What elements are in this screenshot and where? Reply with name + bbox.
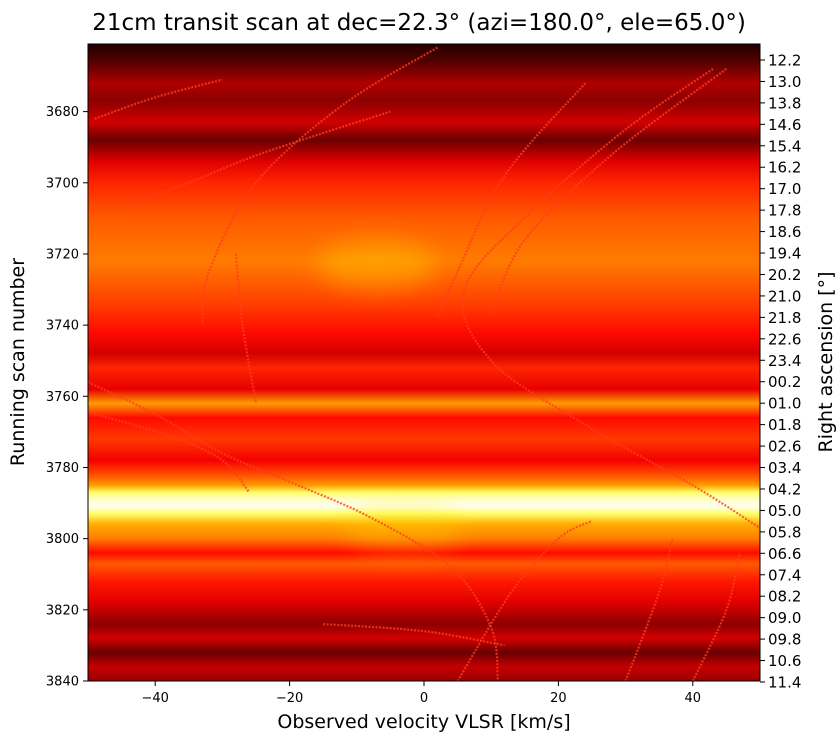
y-tick-label: 3840 — [46, 675, 79, 690]
ra-tick-label: 13.8 — [768, 94, 801, 112]
x-axis-label: Observed velocity VLSR [km/s] — [277, 711, 570, 733]
ra-tick-label: 17.0 — [768, 180, 801, 198]
arc-trace-2 — [201, 46, 438, 326]
arc-trace-5 — [490, 68, 728, 315]
ra-tick-label: 14.6 — [768, 116, 801, 134]
ra-tick-label: 01.8 — [768, 416, 801, 434]
ra-tick-label: 16.2 — [768, 159, 801, 177]
y-tick-label: 3780 — [46, 461, 79, 476]
ra-tick-label: 04.2 — [768, 480, 801, 498]
heatmap-area — [88, 44, 760, 681]
arc-trace-9 — [624, 538, 674, 681]
y-tick-label: 3740 — [46, 319, 79, 334]
x-tick-label: 0 — [420, 691, 428, 706]
hotspot-0 — [316, 239, 437, 290]
ra-tick-label: 05.8 — [768, 523, 801, 541]
heatmap-background — [88, 44, 760, 681]
ra-tick-label: 20.2 — [768, 266, 801, 284]
arc-trace-10 — [691, 552, 741, 681]
x-axis-ticks: −40 −20 0 20 40 — [141, 681, 701, 706]
ra-tick-label: 01.0 — [768, 395, 801, 413]
chart-title: 21cm transit scan at dec=22.3° (azi=180.… — [92, 10, 746, 36]
ra-tick-label: 23.4 — [768, 352, 801, 370]
ra-tick-label: 21.8 — [768, 309, 801, 327]
arc-trace-12 — [323, 623, 505, 647]
y-tick-label: 3680 — [46, 105, 79, 120]
arc-trace-3 — [436, 82, 587, 319]
ra-tick-label: 10.6 — [768, 652, 801, 670]
arc-trace-1 — [127, 110, 391, 206]
ra-tick-label: 18.6 — [768, 223, 801, 241]
x-tick-label: −40 — [141, 691, 168, 706]
y-tick-label: 3720 — [46, 247, 79, 262]
hotspot-1 — [343, 502, 464, 553]
arc-trace-0 — [94, 78, 223, 120]
x-tick-label: 40 — [685, 691, 702, 706]
ra-tick-label: 03.4 — [768, 459, 801, 477]
ra-tick-label: 07.4 — [768, 566, 801, 584]
arc-trace-7 — [94, 413, 251, 494]
ra-tick-label: 12.2 — [768, 52, 801, 70]
ra-tick-label: 09.0 — [768, 609, 801, 627]
ra-tick-label: 21.0 — [768, 287, 801, 305]
ra-tick-label: 00.2 — [768, 373, 801, 391]
ra-axis-label: Right ascension [°] — [815, 271, 837, 452]
ra-tick-label: 13.0 — [768, 73, 801, 91]
ra-axis-ticks: 12.2 13.0 13.8 14.6 15.4 16.2 17.0 17.8 18.6 19.4… — [760, 52, 801, 692]
ra-tick-label: 15.4 — [768, 137, 801, 155]
ra-tick-label: 05.0 — [768, 502, 801, 520]
y-tick-label: 3760 — [46, 390, 79, 405]
arc-trace-4 — [461, 67, 760, 529]
y-axis-ticks: 3680 3700 3720 3740 3760 3780 3800 3820 3840 — [46, 105, 88, 690]
arc-trace-11 — [234, 253, 258, 404]
ra-tick-label: 19.4 — [768, 245, 801, 263]
ra-tick-label: 02.6 — [768, 438, 801, 456]
y-tick-label: 3700 — [46, 176, 79, 191]
y-tick-label: 3820 — [46, 603, 79, 618]
ra-tick-label: 09.8 — [768, 631, 801, 649]
ra-tick-label: 22.6 — [768, 330, 801, 348]
x-tick-label: 20 — [550, 691, 567, 706]
x-tick-label: −20 — [276, 691, 303, 706]
ra-tick-label: 06.6 — [768, 545, 801, 563]
y-tick-label: 3800 — [46, 532, 79, 547]
arc-trace-layer — [88, 46, 760, 681]
arc-trace-6 — [88, 381, 499, 681]
arc-trace-8 — [456, 519, 593, 681]
ra-tick-label: 08.2 — [768, 588, 801, 606]
ra-tick-label: 17.8 — [768, 202, 801, 220]
ra-tick-label: 11.4 — [768, 674, 801, 692]
hotspot-layer — [316, 239, 464, 553]
y-axis-label: Running scan number — [7, 258, 29, 466]
